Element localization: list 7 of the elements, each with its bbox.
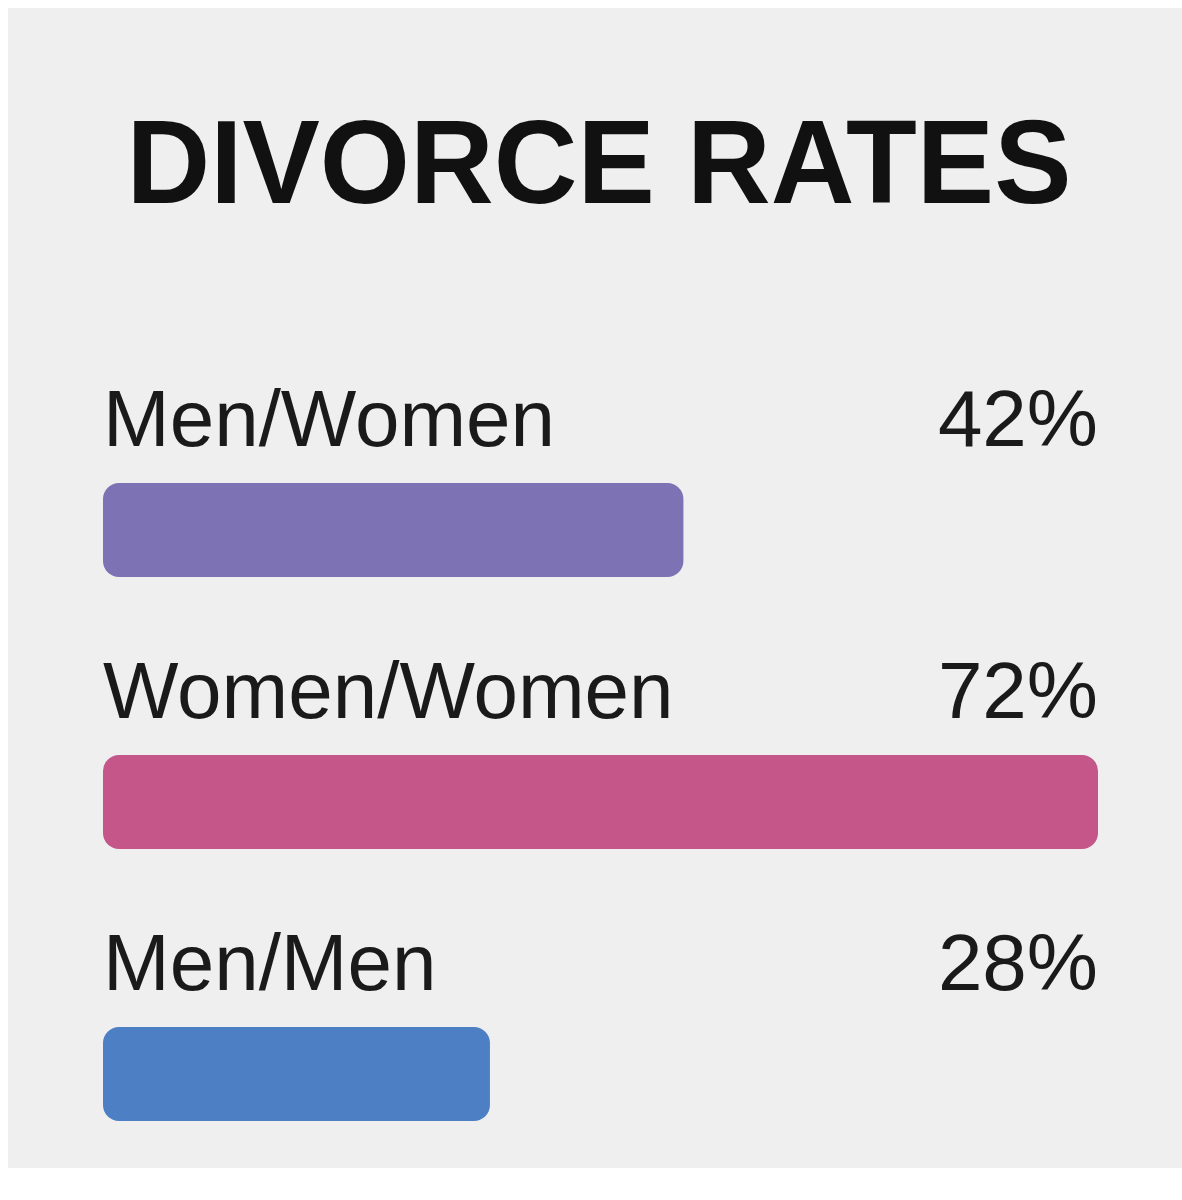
y-tick-label: Men/Women	[103, 374, 556, 463]
y-tick-label: Women/Women	[103, 646, 674, 735]
data-label: 28%	[937, 918, 1098, 1007]
chart-title: DIVORCE RATES	[126, 96, 1089, 228]
y-tick-label: Men/Men	[103, 918, 437, 1007]
data-label: 72%	[937, 646, 1098, 735]
data-label: 42%	[937, 374, 1098, 463]
